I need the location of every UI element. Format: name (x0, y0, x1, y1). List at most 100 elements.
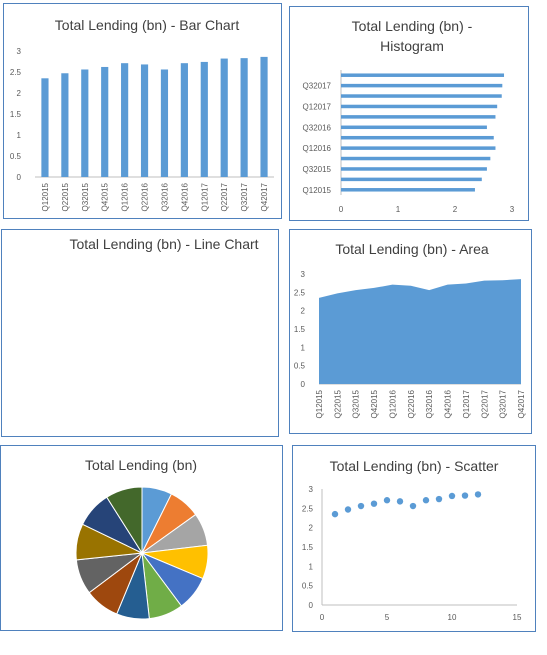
y-tick-label: Q12015 (303, 186, 332, 195)
bar (341, 115, 496, 119)
bar (220, 58, 228, 178)
y-tick-label: 1.5 (10, 110, 22, 119)
bar (121, 63, 129, 177)
x-tick-label: 3 (510, 205, 515, 214)
y-tick-label: 0.5 (302, 582, 314, 591)
y-tick-label: 0 (17, 173, 22, 182)
area-chart-panel: Total Lending (bn) - Area 0 0.5 1 1.5 2 2.5 3 Q… (289, 229, 532, 434)
bar (101, 66, 109, 177)
y-tick-label: Q32015 (303, 165, 332, 174)
bar-chart-title: Total Lending (bn) - Bar Chart (55, 17, 240, 33)
x-tick-label: Q42015 (370, 389, 379, 418)
x-tick-label: Q22016 (141, 182, 150, 211)
bar (200, 61, 208, 177)
y-tick-label: 3 (301, 270, 306, 279)
x-tick-label: Q22015 (333, 389, 342, 418)
pie-chart: Total Lending (bn) (75, 457, 209, 620)
x-tick-label: Q42016 (180, 182, 189, 211)
scatter-point (422, 497, 430, 504)
scatter-point (370, 500, 378, 507)
x-tick-label: Q42017 (260, 182, 269, 211)
x-tick-label: Q22017 (480, 389, 489, 418)
y-tick-label: 1 (17, 131, 22, 140)
x-tick-label: 10 (448, 613, 457, 622)
histogram-chart: Total Lending (bn) - Histogram Q12015 Q32… (303, 18, 515, 214)
histogram-title-line2: Histogram (380, 38, 444, 54)
y-tick-label: 2 (309, 524, 314, 533)
x-tick-label: Q12016 (388, 389, 397, 418)
x-tick-label: 1 (396, 205, 401, 214)
bar (341, 83, 503, 88)
scatter-point (474, 491, 482, 498)
y-tick-label: 0 (301, 380, 306, 389)
x-tick-label: Q42017 (517, 389, 526, 418)
bar (160, 69, 169, 177)
scatter-point (461, 492, 469, 499)
y-tick-label: 1 (309, 562, 314, 571)
x-tick-label: Q12015 (315, 389, 324, 418)
y-tick-label: Q32016 (303, 123, 332, 132)
bar (341, 146, 496, 150)
scatter-chart-title: Total Lending (bn) - Scatter (330, 458, 499, 474)
line-chart: Total Lending (bn) - Line Chart 00.511.5… (69, 236, 258, 252)
bar (341, 125, 487, 130)
bar (61, 73, 69, 177)
y-tick-label: 1 (301, 343, 306, 352)
x-tick-label: Q32017 (240, 182, 249, 211)
x-tick-label: Q42016 (444, 389, 453, 418)
bar (341, 156, 491, 161)
y-tick-label: 2.5 (294, 288, 306, 297)
scatter-point (435, 495, 443, 503)
scatter-point (448, 492, 456, 500)
scatter-point (396, 498, 404, 505)
y-tick-label: Q12017 (303, 102, 332, 111)
y-tick-label: 0.5 (10, 152, 22, 161)
bar (240, 58, 248, 177)
y-tick-label: 0.5 (294, 362, 306, 371)
x-tick-label: Q22017 (220, 182, 229, 211)
x-tick-label: 5 (385, 613, 390, 622)
x-tick-label: Q12017 (200, 182, 209, 211)
bar-chart: Total Lending (bn) - Bar Chart 0 0.5 1 1.5 2… (10, 17, 274, 211)
line-chart-title: Total Lending (bn) - Line Chart (69, 236, 258, 252)
area-chart-title: Total Lending (bn) - Area (335, 241, 489, 257)
x-tick-label: 15 (513, 613, 522, 622)
x-tick-label: 0 (339, 205, 344, 214)
pie-slice (106, 486, 143, 555)
x-tick-label: Q32017 (499, 389, 508, 418)
scatter-point (331, 510, 339, 518)
scatter-chart: Total Lending (bn) - Scatter 0 0.5 1 1.5 2 2.… (302, 458, 522, 622)
histogram-title: Total Lending (bn) - (352, 18, 473, 34)
y-tick-label: 2 (17, 89, 22, 98)
x-tick-label: Q12015 (41, 182, 50, 211)
bar (341, 104, 498, 109)
line-chart-panel: Total Lending (bn) - Line Chart 00.511.5… (1, 229, 279, 437)
x-tick-label: Q12017 (462, 389, 471, 418)
x-tick-label: Q22015 (61, 182, 70, 211)
bar (341, 135, 494, 140)
bar (341, 177, 482, 182)
bar (341, 167, 487, 171)
y-tick-label: Q12016 (303, 144, 332, 153)
y-tick-label: 1.5 (294, 325, 306, 334)
pie-chart-title: Total Lending (bn) (85, 457, 197, 473)
x-tick-label: Q32015 (352, 389, 361, 418)
y-tick-label: 1.5 (302, 543, 314, 552)
x-tick-label: 0 (320, 613, 325, 622)
y-tick-label: 2.5 (302, 504, 314, 513)
x-tick-label: Q32016 (425, 389, 434, 418)
bar (180, 63, 188, 177)
y-tick-label: 3 (309, 485, 314, 494)
bar (81, 69, 89, 177)
area-chart: Total Lending (bn) - Area 0 0.5 1 1.5 2 2.5 3 Q… (294, 241, 526, 418)
y-tick-label: 2 (301, 307, 306, 316)
area-fill (319, 279, 521, 384)
bar-chart-panel: Total Lending (bn) - Bar Chart 0 0.5 1 1.5 2… (3, 3, 282, 219)
y-tick-label: 2.5 (10, 68, 22, 77)
x-tick-label: Q12016 (121, 182, 130, 211)
scatter-point (357, 502, 365, 510)
x-tick-label: Q42015 (101, 182, 110, 211)
y-tick-label: 3 (17, 47, 22, 56)
y-tick-label: Q32017 (303, 82, 332, 91)
x-tick-label: 2 (453, 205, 458, 214)
